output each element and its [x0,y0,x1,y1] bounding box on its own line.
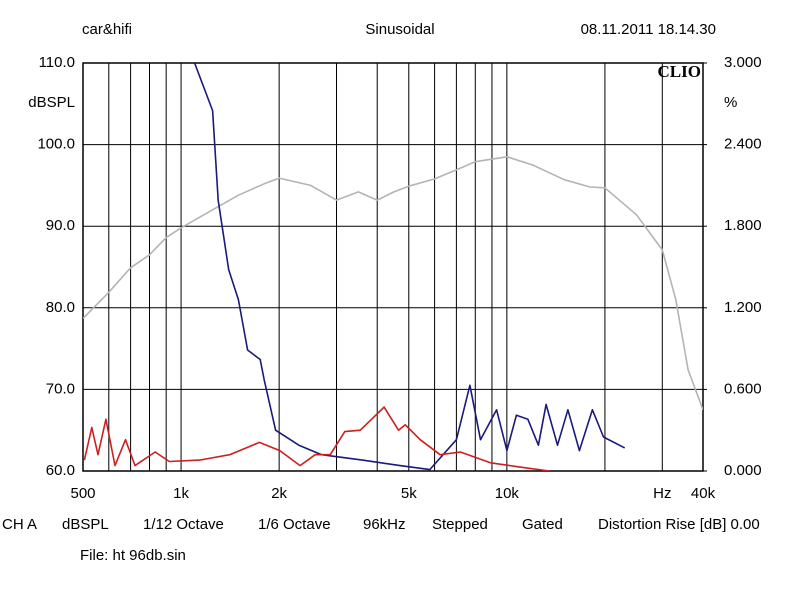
series-line [193,63,626,471]
y2-tick-label: 3.000 [724,54,762,71]
x-tick-label: 40k [691,485,716,502]
x-tick-label: 2k [271,485,287,502]
footer-item: Distortion Rise [dB] 0.00 [598,516,760,533]
footer-item: 1/12 Octave [143,516,224,533]
y-tick-label: 70.0 [46,380,75,397]
y2-tick-label: 1.200 [724,299,762,316]
y2-tick-label: 0.000 [724,462,762,479]
header-left: car&hifi [82,21,132,38]
series-line [83,406,550,471]
x-tick-label: 5k [401,485,417,502]
plot-area [83,63,703,471]
footer-item: 1/6 Octave [258,516,331,533]
plot-frame [82,62,704,472]
footer-item: Gated [522,516,563,533]
footer-item: 96kHz [363,516,406,533]
y-tick-label: 100.0 [37,136,75,153]
series-line [83,156,703,411]
y-tick-label: 90.0 [46,217,75,234]
header-right: 08.11.2011 18.14.30 [581,21,716,38]
y-axis-label: dBSPL [28,94,75,111]
y2-axis-label: % [724,94,737,111]
x-tick-label: 10k [495,485,520,502]
y2-tick-label: 0.600 [724,380,762,397]
y-tick-label: 110.0 [39,54,75,71]
x-tick-label: 1k [173,485,189,502]
y2-tick-label: 2.400 [724,136,762,153]
x-tick-label: Hz [653,485,671,502]
y-tick-label: 80.0 [46,299,75,316]
y-tick-label: 60.0 [46,462,75,479]
footer-item: CH A [2,516,37,533]
logo: CLIO [658,62,701,81]
header-center: Sinusoidal [365,21,434,38]
x-tick-label: 500 [70,485,95,502]
footer-item: Stepped [432,516,488,533]
file-name: File: ht 96db.sin [80,547,186,564]
footer-item: dBSPL [62,516,109,533]
y2-tick-label: 1.800 [724,217,762,234]
